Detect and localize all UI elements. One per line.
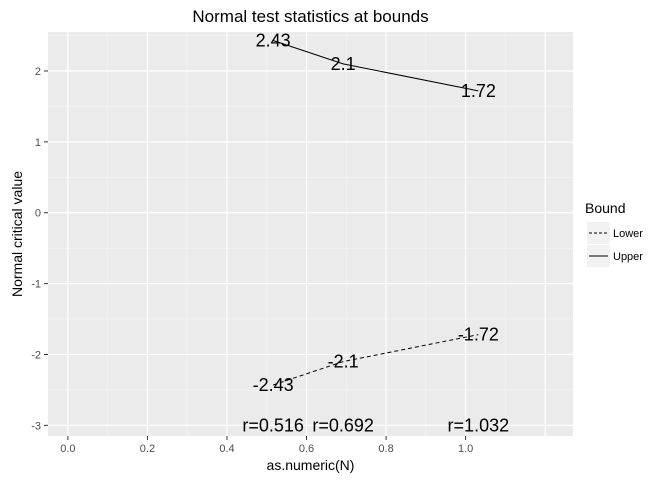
grid-major: [48, 32, 573, 436]
r-annotation: r=1.032: [448, 415, 510, 435]
point-label: 2.1: [331, 54, 356, 74]
point-label: -2.43: [253, 375, 294, 395]
point-label: -1.72: [458, 325, 499, 345]
x-tick-label: 0.6: [299, 443, 314, 455]
r-annotation: r=0.692: [312, 415, 374, 435]
x-axis: 0.0 0.2 0.4 0.6 0.8 1.0: [60, 436, 473, 455]
x-tick-label: 0.0: [60, 443, 75, 455]
plot-panel: [48, 32, 573, 436]
y-tick-label: -3: [31, 420, 41, 432]
series-layer: [272, 40, 479, 386]
legend-title: Bound: [585, 200, 625, 216]
x-axis-title: as.numeric(N): [267, 457, 355, 473]
grid-minor: [48, 32, 573, 436]
x-tick-label: 1.0: [458, 443, 473, 455]
legend-key: [587, 222, 610, 244]
y-axis: -3 -2 -1 0 1 2: [31, 66, 48, 432]
legend-label: Upper: [613, 251, 643, 263]
point-label: 1.72: [461, 81, 496, 101]
legend: Bound Lower Upper: [585, 200, 643, 267]
x-tick-label: 0.8: [378, 443, 393, 455]
y-tick-label: -1: [31, 279, 41, 291]
r-annotation: r=0.516: [242, 415, 304, 435]
y-tick-label: -2: [31, 349, 41, 361]
x-tick-label: 0.2: [140, 443, 155, 455]
series-line-lower: [272, 334, 479, 386]
point-label: -2.1: [328, 352, 359, 372]
x-tick-label: 0.4: [219, 443, 234, 455]
point-label: 2.43: [256, 31, 291, 51]
chart-title: Normal test statistics at bounds: [192, 7, 428, 26]
point-labels: -2.43 -2.1 -1.72 2.43 2.1 1.72: [253, 31, 499, 395]
legend-label: Lower: [613, 228, 643, 240]
y-axis-title: Normal critical value: [9, 171, 25, 297]
y-tick-label: 1: [35, 137, 41, 149]
legend-entries: Lower Upper: [587, 222, 643, 267]
y-tick-label: 0: [35, 208, 41, 220]
annotations: r=0.516 r=0.692 r=1.032: [242, 415, 509, 435]
series-line-upper: [272, 40, 479, 92]
y-tick-label: 2: [35, 66, 41, 78]
